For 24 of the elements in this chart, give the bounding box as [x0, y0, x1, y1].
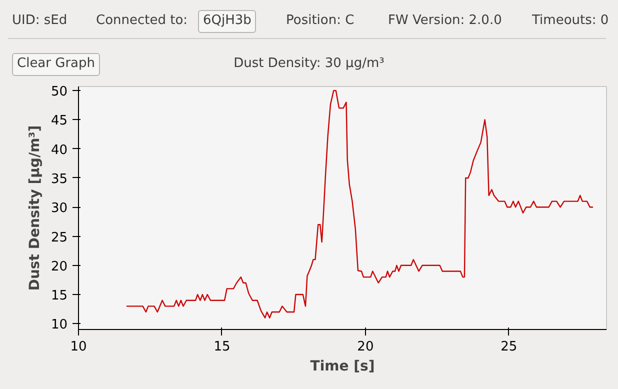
y-tick-label: 20 [50, 259, 68, 274]
annotation: Connected to: [96, 12, 188, 30]
annotation: FW Version: 2.0.0 [388, 12, 502, 30]
y-tick-label: 40 [50, 142, 68, 158]
y-tick-label: 35 [50, 172, 68, 187]
annotation: Clear Graph [12, 53, 100, 76]
annotation: Timeouts: 0 [532, 12, 609, 30]
y-tick-label: 15 [50, 288, 68, 304]
y-tick-label: 10 [50, 318, 68, 333]
annotation: UID: sEd [12, 12, 68, 30]
y-axis-title: Dust Density [µg/m³] [26, 125, 43, 291]
x-tick-label: 10 [70, 340, 87, 354]
x-tick-label: 20 [357, 340, 374, 354]
x-axis-title: Time [s] [310, 358, 375, 374]
x-tick-label: 15 [214, 340, 230, 354]
x-tick-label: 25 [500, 340, 518, 354]
annotation: 6QjH3b [198, 10, 256, 33]
chart-title: Dust Density: 30 µg/m³ [234, 56, 384, 71]
y-tick-label: 30 [50, 201, 68, 216]
y-tick-label: 50 [50, 84, 68, 100]
y-tick-label: 45 [50, 114, 68, 129]
annotation: Position: C [286, 12, 354, 30]
line-series [126, 90, 594, 318]
y-tick-label: 25 [50, 230, 68, 246]
